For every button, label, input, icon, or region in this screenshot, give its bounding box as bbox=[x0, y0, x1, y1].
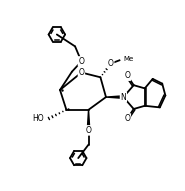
Text: O: O bbox=[78, 68, 84, 77]
Text: O: O bbox=[108, 59, 114, 68]
Text: O: O bbox=[78, 57, 84, 66]
Text: Me: Me bbox=[124, 56, 134, 62]
Text: O: O bbox=[125, 114, 130, 123]
Text: N: N bbox=[120, 93, 126, 102]
Text: HO: HO bbox=[32, 114, 43, 123]
Polygon shape bbox=[87, 110, 90, 130]
Text: O: O bbox=[86, 126, 91, 135]
Text: O: O bbox=[125, 71, 130, 80]
Polygon shape bbox=[106, 96, 123, 98]
